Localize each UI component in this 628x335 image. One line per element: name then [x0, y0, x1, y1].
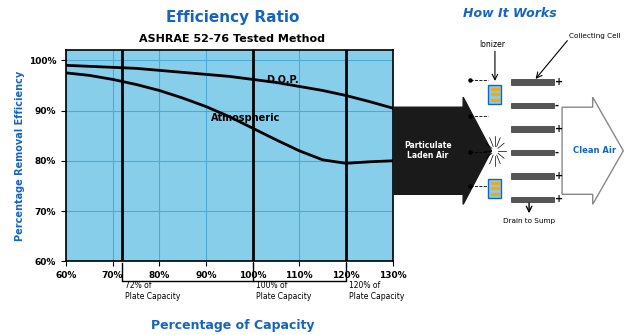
Polygon shape — [562, 97, 623, 204]
Bar — [511, 150, 554, 155]
Text: Atmospheric: Atmospheric — [210, 113, 280, 123]
Text: Clean Air: Clean Air — [573, 146, 617, 155]
Text: Ionizer: Ionizer — [480, 40, 506, 49]
Y-axis label: Percentage Removal Efficiency: Percentage Removal Efficiency — [14, 71, 24, 241]
Text: -: - — [555, 100, 559, 111]
Text: Drain to Sump: Drain to Sump — [503, 218, 555, 224]
Text: Efficiency Ratio: Efficiency Ratio — [166, 10, 299, 25]
Text: How It Works: How It Works — [463, 7, 557, 20]
Text: 72% of
Plate Capacity: 72% of Plate Capacity — [125, 281, 180, 301]
Polygon shape — [392, 97, 492, 204]
Text: +: + — [555, 77, 563, 87]
Bar — [489, 85, 501, 104]
Bar — [511, 79, 554, 85]
Bar — [511, 173, 554, 179]
Text: 100% of
Plate Capacity: 100% of Plate Capacity — [256, 281, 311, 301]
Text: +: + — [555, 194, 563, 204]
Bar — [489, 179, 501, 198]
Bar — [511, 126, 554, 132]
Text: Collecting Cell: Collecting Cell — [569, 32, 620, 39]
Bar — [511, 103, 554, 108]
Text: Percentage of Capacity: Percentage of Capacity — [151, 319, 314, 332]
Text: -: - — [555, 147, 559, 157]
Text: ASHRAE 52-76 Tested Method: ASHRAE 52-76 Tested Method — [139, 34, 325, 44]
Text: 120% of
Plate Capacity: 120% of Plate Capacity — [349, 281, 404, 301]
Text: Particulate
Laden Air: Particulate Laden Air — [404, 141, 452, 160]
Text: +: + — [555, 171, 563, 181]
Bar — [511, 197, 554, 202]
Text: D.O.P.: D.O.P. — [266, 75, 299, 85]
Text: +: + — [555, 124, 563, 134]
